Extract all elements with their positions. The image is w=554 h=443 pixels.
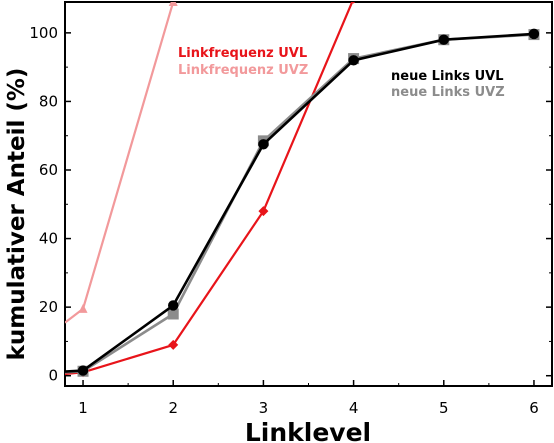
y-axis-label: kumulativer Anteil (%) [4, 68, 30, 361]
series-neue-links-uvl [65, 28, 540, 376]
x-axis-label: Linklevel [245, 418, 371, 443]
plot-frame [64, 1, 553, 387]
data-point-linkfrequenz-uvz [78, 303, 88, 313]
legend-linkfrequenz-uvl: Linkfrequenz UVL [178, 46, 307, 61]
y-tick-label: 0 [48, 367, 58, 385]
data-point-linkfrequenz-uvl [352, 2, 356, 4]
y-tick-label: 80 [39, 92, 58, 110]
data-point-neue-links-uvl [438, 34, 449, 45]
data-point-neue-links-uvl [168, 300, 179, 311]
data-point-linkfrequenz-uvl [258, 206, 269, 217]
series-line-linkfrequenz-uvz [65, 2, 175, 324]
x-tick-label: 2 [168, 399, 178, 417]
data-point-neue-links-uvl [258, 139, 269, 150]
legend-neue-links-uvl: neue Links UVL [391, 69, 503, 84]
x-tick-label: 6 [529, 399, 539, 417]
data-point-neue-links-uvl [77, 365, 89, 376]
x-tick-label: 5 [439, 399, 449, 417]
series-linkfrequenz-uvz [65, 2, 178, 324]
data-point-neue-links-uvl [528, 28, 540, 40]
data-point-neue-links-uvl [348, 55, 359, 66]
x-tick-label: 1 [78, 399, 88, 417]
legend-neue-links-uvz: neue Links UVZ [391, 85, 505, 100]
data-point-linkfrequenz-uvl [168, 339, 179, 350]
legend-linkfrequenz-uvz: Linkfrequenz UVZ [178, 63, 308, 78]
x-tick-label: 4 [349, 399, 359, 417]
y-tick-label: 20 [39, 298, 58, 316]
y-tick-label: 100 [29, 24, 58, 42]
data-point-neue-links-uvz [167, 308, 179, 320]
x-tick-label: 3 [259, 399, 269, 417]
y-tick-label: 40 [39, 230, 58, 248]
y-tick-label: 60 [39, 161, 58, 179]
data-point-linkfrequenz-uvz [168, 2, 178, 6]
